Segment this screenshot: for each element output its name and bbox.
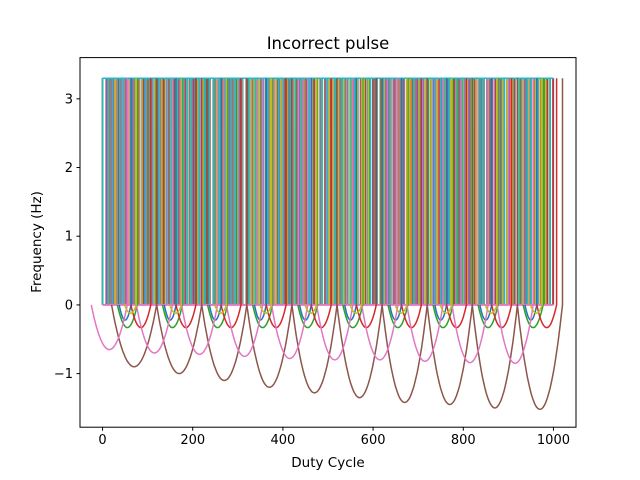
dip-series-6 xyxy=(90,78,129,351)
x-tick-label: 0 xyxy=(98,433,106,448)
dip-series-5 xyxy=(381,78,428,404)
y-tick-label: 0 xyxy=(65,298,73,313)
y-tick: −1 xyxy=(54,367,80,382)
dip-series-8 xyxy=(529,78,543,314)
dip-series-6 xyxy=(270,78,309,360)
y-axis-label: Frequency (Hz) xyxy=(29,191,45,293)
dip-series-5 xyxy=(291,78,338,394)
y-axis: −1 0 1 2 3 xyxy=(54,92,80,382)
dip-series-3 xyxy=(445,78,468,329)
dip-series-6 xyxy=(180,78,219,356)
axes-frame xyxy=(79,57,577,428)
dip-series-8 xyxy=(394,78,408,315)
x-tick-label: 400 xyxy=(270,433,295,448)
dip-series-6 xyxy=(451,78,489,364)
dip-series-8 xyxy=(304,78,318,314)
dip-series-6 xyxy=(496,78,534,365)
dip-series-5 xyxy=(516,78,564,411)
dip-series-8 xyxy=(349,78,363,315)
y-tick-label: 1 xyxy=(65,230,73,245)
x-tick-label: 800 xyxy=(451,433,476,448)
dip-series-8 xyxy=(259,78,273,314)
chart-title: Incorrect pulse xyxy=(267,34,390,53)
dip-series-6 xyxy=(135,78,174,354)
y-tick-label: 3 xyxy=(65,92,73,107)
y-tick-label: 2 xyxy=(65,161,73,176)
y-tick: 1 xyxy=(65,230,80,245)
dip-series-5 xyxy=(246,78,293,389)
x-tick-label: 1000 xyxy=(537,433,570,448)
y-tick-label: −1 xyxy=(54,367,73,382)
dip-series-8 xyxy=(168,78,183,314)
dip-series-5 xyxy=(471,78,519,409)
dip-series-6 xyxy=(406,78,444,362)
dip-series-8 xyxy=(439,78,453,314)
dip-series-6 xyxy=(315,78,354,361)
x-tick-label: 600 xyxy=(361,433,386,448)
dip-series-5 xyxy=(155,78,203,375)
y-tick: 2 xyxy=(65,161,80,176)
x-axis-label: Duty Cycle xyxy=(291,455,364,471)
x-tick: 200 xyxy=(180,427,205,448)
x-tick-label: 200 xyxy=(180,433,205,448)
dip-series-3 xyxy=(536,78,558,329)
dip-series-5 xyxy=(200,78,248,382)
dip-series-3 xyxy=(490,78,513,329)
x-tick: 1000 xyxy=(537,427,570,448)
x-tick: 600 xyxy=(361,427,386,448)
dip-series-8 xyxy=(214,78,228,314)
x-tick: 400 xyxy=(270,427,295,448)
dip-series-6 xyxy=(225,78,264,358)
dip-series-5 xyxy=(336,78,383,399)
dip-series-6 xyxy=(361,78,399,361)
dip-series-8 xyxy=(484,78,498,314)
x-tick: 800 xyxy=(451,427,476,448)
x-tick: 0 xyxy=(98,427,107,448)
dip-series-5 xyxy=(110,78,158,368)
y-tick: 0 xyxy=(65,298,80,313)
plot-area xyxy=(90,77,564,411)
y-tick: 3 xyxy=(65,92,80,107)
x-axis: 0 200 400 600 800 1000 xyxy=(98,427,570,448)
dip-series-5 xyxy=(426,78,474,406)
dip-series-8 xyxy=(123,78,138,314)
